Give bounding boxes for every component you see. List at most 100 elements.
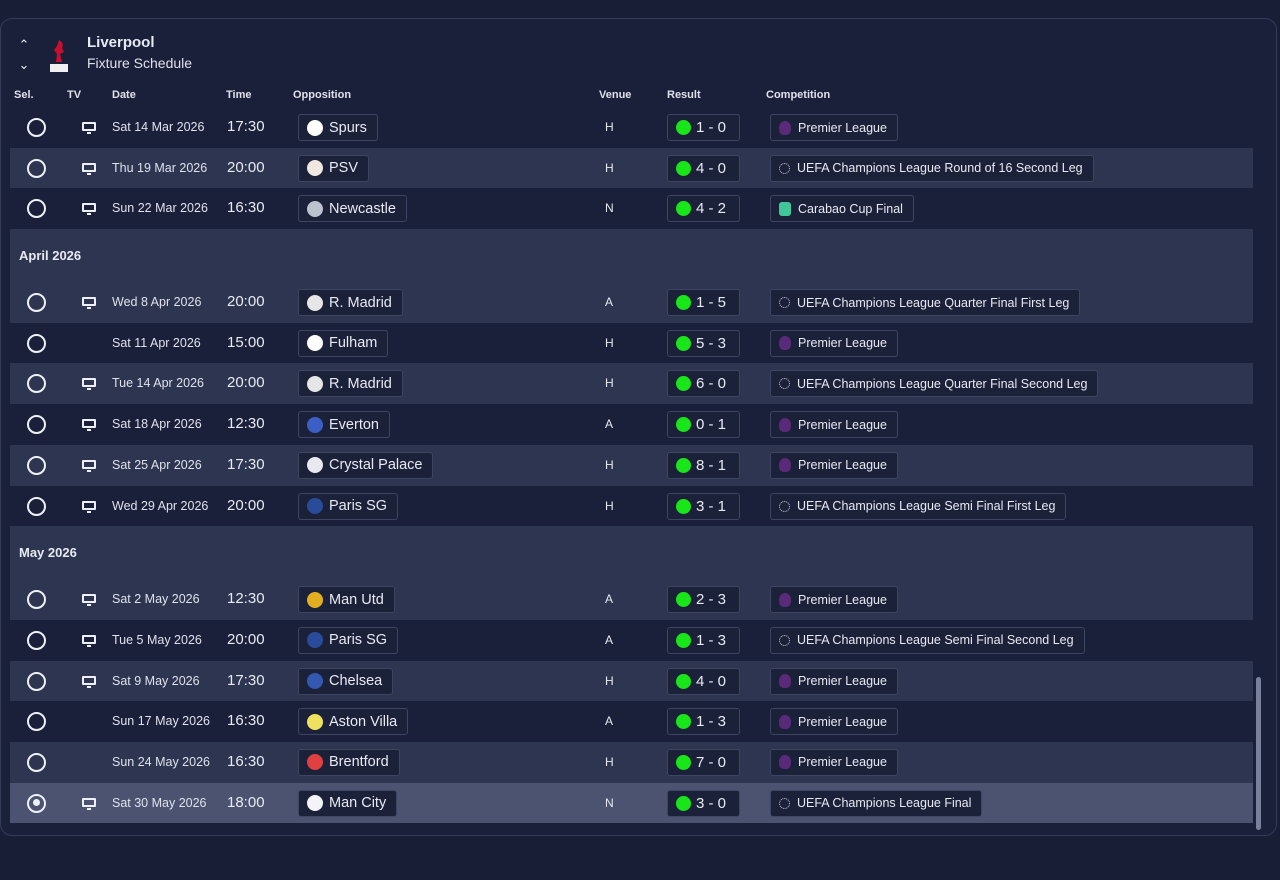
competition-chip[interactable]: UEFA Champions League Quarter Final Seco… [770, 370, 1099, 398]
column-header-date[interactable]: Date [112, 89, 136, 101]
fixture-row[interactable]: Sat 2 May 2026 12:30 Man Utd A 2 - 3 Premier … [10, 579, 1253, 620]
fixture-date: Sun 22 Mar 2026 [112, 201, 208, 216]
competition-chip[interactable]: UEFA Champions League Final [770, 789, 983, 817]
result-chip[interactable]: 4 - 0 [667, 667, 740, 695]
result-chip[interactable]: 3 - 1 [667, 492, 740, 520]
select-radio[interactable] [27, 415, 46, 435]
result-chip[interactable]: 7 - 0 [667, 748, 740, 776]
competition-chip[interactable]: Carabao Cup Final [770, 195, 914, 223]
select-radio[interactable] [27, 293, 46, 313]
fixture-row[interactable]: Wed 29 Apr 2026 20:00 Paris SG H 3 - 1 UEFA C… [10, 486, 1253, 527]
fixture-row[interactable]: Tue 14 Apr 2026 20:00 R. Madrid H 6 - 0 UEFA … [10, 363, 1253, 405]
fixture-row[interactable]: Sun 24 May 2026 16:30 Brentford H 7 - 0 Premi… [10, 741, 1253, 783]
opposition-chip[interactable]: Fulham [298, 329, 389, 357]
fixture-row[interactable]: Sat 25 Apr 2026 17:30 Crystal Palace H 8 - 1… [10, 444, 1253, 486]
opposition-chip[interactable]: Brentford [298, 748, 400, 776]
opposition-chip[interactable]: Newcastle [298, 195, 407, 223]
opposition-chip[interactable]: Man Utd [298, 586, 395, 614]
column-header-venue[interactable]: Venue [599, 89, 632, 101]
fixture-row[interactable]: Thu 19 Mar 2026 20:00 PSV H 4 - 0 UEFA Champi… [10, 147, 1253, 189]
select-radio[interactable] [27, 158, 46, 178]
competition-chip[interactable]: Premier League [770, 667, 898, 695]
result-chip[interactable]: 6 - 0 [667, 370, 740, 398]
result-chip[interactable]: 1 - 5 [667, 289, 740, 317]
fixture-row[interactable]: Sat 18 Apr 2026 12:30 Everton A 0 - 1 Premier… [10, 404, 1253, 445]
select-radio[interactable] [27, 496, 46, 516]
select-radio[interactable] [27, 199, 46, 219]
select-radio[interactable] [27, 333, 46, 353]
competition-chip[interactable]: UEFA Champions League Semi Final First L… [770, 492, 1067, 520]
competition-chip[interactable]: Premier League [770, 411, 898, 439]
opposition-chip[interactable]: R. Madrid [298, 289, 403, 317]
select-radio[interactable] [27, 630, 46, 650]
fixture-row[interactable]: Sun 17 May 2026 16:30 Aston Villa A 1 - 3 Pre… [10, 701, 1253, 742]
scrollbar[interactable] [1256, 677, 1261, 830]
fixture-date: Wed 8 Apr 2026 [112, 295, 202, 310]
opposition-chip[interactable]: Chelsea [298, 667, 394, 695]
champions-league-icon [779, 162, 790, 174]
column-header-result[interactable]: Result [667, 89, 701, 101]
win-indicator-icon [676, 120, 691, 135]
column-header-competition[interactable]: Competition [766, 89, 831, 101]
result-score: 8 - 1 [696, 456, 727, 474]
competition-chip[interactable]: Premier League [770, 329, 898, 357]
select-radio[interactable] [27, 455, 46, 475]
result-chip[interactable]: 8 - 1 [667, 451, 740, 479]
result-chip[interactable]: 0 - 1 [667, 411, 740, 439]
competition-chip[interactable]: UEFA Champions League Round of 16 Second… [770, 154, 1094, 182]
select-radio[interactable] [27, 793, 46, 813]
select-radio[interactable] [27, 752, 46, 772]
tv-icon [82, 797, 96, 810]
select-radio[interactable] [27, 671, 46, 691]
column-header-time[interactable]: Time [226, 89, 252, 101]
opposition-chip[interactable]: Spurs [298, 114, 378, 141]
result-chip[interactable]: 2 - 3 [667, 586, 740, 614]
competition-name: UEFA Champions League Quarter Final Seco… [797, 376, 1088, 391]
result-chip[interactable]: 5 - 3 [667, 329, 740, 357]
opposition-chip[interactable]: R. Madrid [298, 370, 403, 398]
select-radio[interactable] [27, 118, 46, 137]
result-chip[interactable]: 3 - 0 [667, 789, 740, 817]
opposition-chip[interactable]: PSV [298, 154, 370, 182]
select-radio[interactable] [27, 712, 46, 732]
competition-chip[interactable]: Premier League [770, 708, 898, 736]
premier-league-icon [779, 592, 791, 607]
competition-chip[interactable]: UEFA Champions League Quarter Final Firs… [770, 289, 1081, 317]
opposition-chip[interactable]: Everton [298, 411, 390, 439]
chevron-up-icon[interactable]: ⌃ [18, 37, 30, 52]
premier-league-icon [779, 714, 791, 729]
tv-icon [82, 297, 96, 310]
competition-chip[interactable]: Premier League [770, 748, 898, 776]
column-header-opposition[interactable]: Opposition [293, 89, 352, 101]
opposition-chip[interactable]: Man City [298, 789, 398, 817]
result-chip[interactable]: 1 - 3 [667, 626, 740, 654]
competition-chip[interactable]: Premier League [770, 451, 898, 479]
competition-chip[interactable]: Premier League [770, 114, 898, 141]
fixture-venue: A [605, 714, 614, 729]
competition-chip[interactable]: UEFA Champions League Semi Final Second … [770, 626, 1085, 654]
column-header-tv[interactable]: TV [67, 89, 82, 101]
opposition-chip[interactable]: Crystal Palace [298, 451, 434, 479]
result-chip[interactable]: 1 - 3 [667, 708, 740, 736]
fixture-row[interactable]: Sat 14 Mar 2026 17:30 Spurs H 1 - 0 Premier L… [10, 107, 1253, 148]
premier-league-icon [779, 674, 791, 689]
fixture-venue: A [605, 295, 614, 310]
result-chip[interactable]: 4 - 2 [667, 195, 740, 223]
competition-chip[interactable]: Premier League [770, 586, 898, 614]
fixture-row[interactable]: Sat 11 Apr 2026 15:00 Fulham H 5 - 3 Premier … [10, 323, 1253, 364]
fixture-row[interactable]: Sun 22 Mar 2026 16:30 Newcastle N 4 - 2 Carab… [10, 188, 1253, 229]
fixture-row[interactable]: Tue 5 May 2026 20:00 Paris SG A 1 - 3 UEFA Ch… [10, 620, 1253, 661]
chevron-down-icon[interactable]: ⌄ [18, 57, 30, 72]
result-chip[interactable]: 1 - 0 [667, 114, 740, 141]
fixture-row[interactable]: Sat 30 May 2026 18:00 Man City N 3 - 0 UEFA C… [10, 782, 1253, 824]
opposition-chip[interactable]: Aston Villa [298, 708, 409, 736]
fixture-row[interactable]: Sat 9 May 2026 17:30 Chelsea H 4 - 0 Premier … [10, 660, 1253, 702]
result-chip[interactable]: 4 - 0 [667, 154, 740, 182]
select-radio[interactable] [27, 374, 46, 394]
team-badge-icon [307, 335, 323, 352]
column-header-sel[interactable]: Sel. [14, 89, 34, 101]
select-radio[interactable] [27, 590, 46, 610]
opposition-chip[interactable]: Paris SG [298, 492, 399, 520]
fixture-row[interactable]: Wed 8 Apr 2026 20:00 R. Madrid A 1 - 5 UEFA C… [10, 282, 1253, 323]
opposition-chip[interactable]: Paris SG [298, 626, 399, 654]
